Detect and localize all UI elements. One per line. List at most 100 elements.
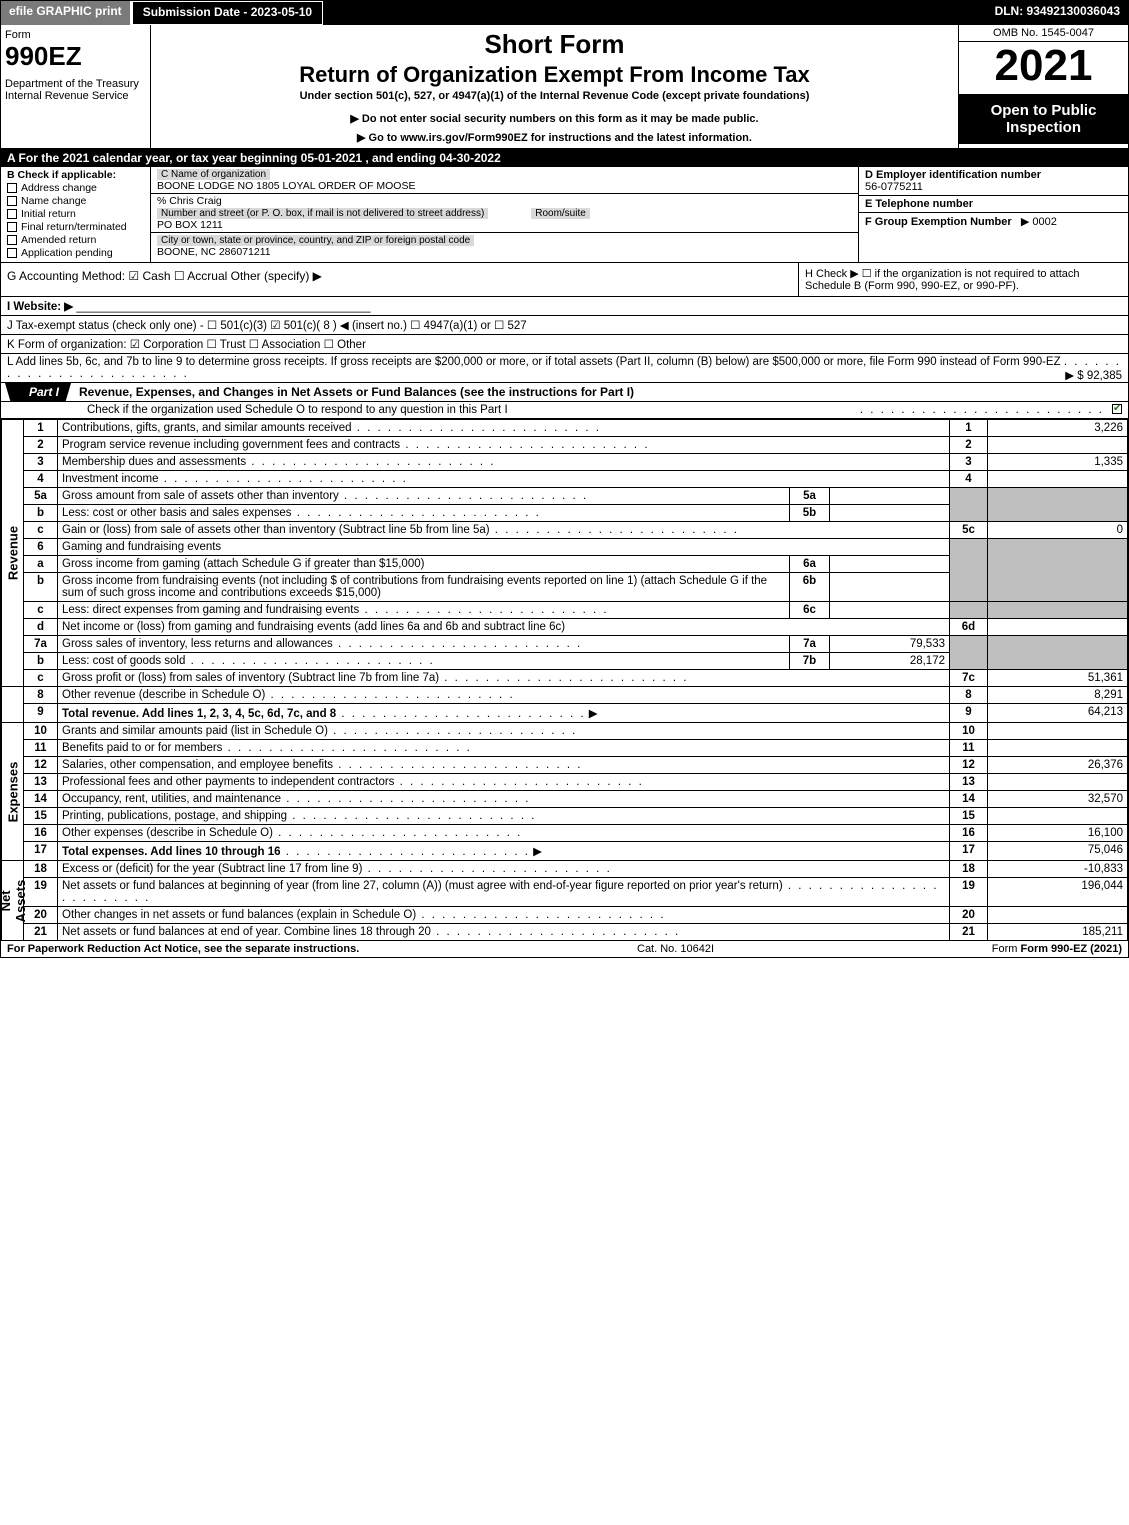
r12-num: 12	[24, 757, 58, 774]
r9-rn: 9	[950, 704, 988, 723]
submission-date: Submission Date - 2023-05-10	[132, 1, 323, 25]
efile-print-button[interactable]: efile GRAPHIC print	[1, 1, 132, 25]
r15-rn: 15	[950, 808, 988, 825]
r11-desc: Benefits paid to or for members	[62, 742, 222, 754]
ein-value: 56-0775211	[865, 181, 923, 193]
r15-num: 15	[24, 808, 58, 825]
r13-desc: Professional fees and other payments to …	[62, 776, 394, 788]
city-state-zip: BOONE, NC 286071211	[157, 246, 271, 258]
r21-num: 21	[24, 924, 58, 941]
r11-num: 11	[24, 740, 58, 757]
r5a-sn: 5a	[790, 488, 830, 505]
r4-num: 4	[24, 471, 58, 488]
r5a-sv	[830, 488, 950, 505]
lbl-initial-return: Initial return	[21, 208, 76, 220]
part-1-title: Revenue, Expenses, and Changes in Net As…	[71, 383, 1128, 401]
r7c-val: 51,361	[988, 670, 1128, 687]
org-name: BOONE LODGE NO 1805 LOYAL ORDER OF MOOSE	[157, 180, 416, 192]
lbl-application-pending: Application pending	[21, 247, 113, 259]
side-net-assets: Net Assets	[2, 861, 24, 941]
r5b-sv	[830, 505, 950, 522]
r20-rn: 20	[950, 907, 988, 924]
chk-initial-return[interactable]	[7, 209, 17, 219]
side-expenses: Expenses	[2, 723, 24, 861]
r19-num: 19	[24, 878, 58, 907]
chk-address-change[interactable]	[7, 183, 17, 193]
irs-link-text[interactable]: ▶ Go to www.irs.gov/Form990EZ for instru…	[157, 131, 952, 144]
r6-desc: Gaming and fundraising events	[58, 539, 950, 556]
r14-rn: 14	[950, 791, 988, 808]
r6d-val	[988, 619, 1128, 636]
r6a-num: a	[24, 556, 58, 573]
r5b-sn: 5b	[790, 505, 830, 522]
page-footer: For Paperwork Reduction Act Notice, see …	[1, 941, 1128, 957]
chk-amended-return[interactable]	[7, 235, 17, 245]
r10-num: 10	[24, 723, 58, 740]
lbl-address-change: Address change	[21, 182, 97, 194]
r17-val: 75,046	[988, 842, 1128, 861]
r7b-sv: 28,172	[830, 653, 950, 670]
r6c-num: c	[24, 602, 58, 619]
omb-number: OMB No. 1545-0047	[959, 25, 1128, 42]
r18-val: -10,833	[988, 861, 1128, 878]
r18-desc: Excess or (deficit) for the year (Subtra…	[62, 863, 362, 875]
r9-num: 9	[24, 704, 58, 723]
form-word: Form	[5, 29, 146, 41]
r21-desc: Net assets or fund balances at end of ye…	[62, 926, 431, 938]
r6d-num: d	[24, 619, 58, 636]
r15-val	[988, 808, 1128, 825]
care-of: % Chris Craig	[157, 195, 222, 207]
lbl-final-return: Final return/terminated	[21, 221, 127, 233]
line-l-value: ▶ $ 92,385	[1065, 368, 1122, 382]
r5b-num: b	[24, 505, 58, 522]
chk-name-change[interactable]	[7, 196, 17, 206]
r3-desc: Membership dues and assessments	[62, 456, 246, 468]
line-a-tax-year: A For the 2021 calendar year, or tax yea…	[1, 149, 1128, 167]
r4-rn: 4	[950, 471, 988, 488]
chk-application-pending[interactable]	[7, 248, 17, 258]
r7a-sn: 7a	[790, 636, 830, 653]
telephone-label: E Telephone number	[865, 198, 973, 210]
ein-label: D Employer identification number	[865, 169, 1041, 181]
r9-val: 64,213	[988, 704, 1128, 723]
short-form-title: Short Form	[157, 29, 952, 60]
r4-desc: Investment income	[62, 473, 159, 485]
r17-rn: 17	[950, 842, 988, 861]
r15-desc: Printing, publications, postage, and shi…	[62, 810, 287, 822]
r2-num: 2	[24, 437, 58, 454]
r5c-rn: 5c	[950, 522, 988, 539]
r20-num: 20	[24, 907, 58, 924]
r18-num: 18	[24, 861, 58, 878]
line-k-form-org: K Form of organization: ☑ Corporation ☐ …	[1, 335, 1128, 354]
r6b-num: b	[24, 573, 58, 602]
return-title: Return of Organization Exempt From Incom…	[157, 62, 952, 88]
lbl-amended-return: Amended return	[21, 234, 96, 246]
street-label: Number and street (or P. O. box, if mail…	[157, 208, 488, 219]
section-c: C Name of organization BOONE LODGE NO 18…	[151, 167, 858, 262]
form-header: Form 990EZ Department of the Treasury In…	[1, 25, 1128, 149]
r13-num: 13	[24, 774, 58, 791]
r3-num: 3	[24, 454, 58, 471]
r1-rn: 1	[950, 420, 988, 437]
r20-val	[988, 907, 1128, 924]
r12-rn: 12	[950, 757, 988, 774]
r19-val: 196,044	[988, 878, 1128, 907]
r21-rn: 21	[950, 924, 988, 941]
r5c-desc: Gain or (loss) from sale of assets other…	[62, 524, 490, 536]
part-1-schedule-o-checkbox[interactable]	[1112, 404, 1122, 414]
room-label: Room/suite	[531, 208, 590, 219]
r1-desc: Contributions, gifts, grants, and simila…	[62, 422, 352, 434]
r6a-sn: 6a	[790, 556, 830, 573]
form-number: 990EZ	[5, 41, 146, 72]
footer-mid: Cat. No. 10642I	[637, 943, 714, 955]
r5a-num: 5a	[24, 488, 58, 505]
chk-final-return[interactable]	[7, 222, 17, 232]
group-exemption-label: F Group Exemption Number	[865, 216, 1012, 228]
r9-desc: Total revenue. Add lines 1, 2, 3, 4, 5c,…	[62, 708, 336, 720]
r16-num: 16	[24, 825, 58, 842]
org-name-label: C Name of organization	[157, 169, 270, 180]
r19-desc: Net assets or fund balances at beginning…	[62, 880, 783, 892]
r8-rn: 8	[950, 687, 988, 704]
group-exemption-number: ▶ 0002	[1021, 216, 1057, 228]
r3-val: 1,335	[988, 454, 1128, 471]
